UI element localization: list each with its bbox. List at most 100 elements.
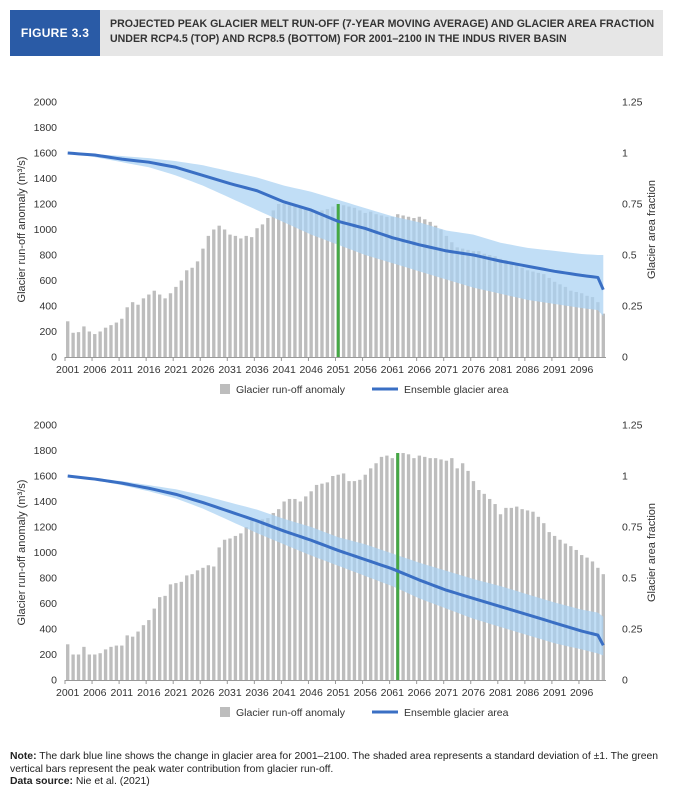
rcp85-bar xyxy=(304,496,308,680)
rcp45-bar xyxy=(201,248,205,358)
rcp45-bar xyxy=(493,256,497,357)
rcp85-bar xyxy=(217,547,221,680)
rcp45-ytick-label: 1800 xyxy=(34,122,58,134)
rcp45-bar xyxy=(439,229,443,357)
rcp85-ytick-label: 800 xyxy=(39,573,57,585)
rcp45-bar xyxy=(515,265,519,357)
rcp85-bar xyxy=(147,620,151,680)
rcp45-bar xyxy=(277,204,281,357)
rcp85-bar xyxy=(249,520,254,681)
rcp85-bar xyxy=(341,473,346,680)
rcp85-bar xyxy=(444,460,449,680)
rcp45-bar xyxy=(158,294,162,357)
rcp45-bar xyxy=(287,205,292,357)
rcp45-bar xyxy=(520,267,524,357)
rcp85-bar xyxy=(352,481,357,680)
rcp45-bar xyxy=(488,255,492,357)
rcp45-xtick-label: 2026 xyxy=(191,364,215,376)
rcp45-std-band xyxy=(67,153,604,317)
rcp45-bar xyxy=(450,242,454,357)
rcp45-bar xyxy=(120,318,124,357)
rcp45-bar xyxy=(130,302,135,357)
rcp45-xtick-label: 2066 xyxy=(408,364,432,376)
rcp45-bar xyxy=(536,272,541,357)
rcp85-bar xyxy=(152,608,156,680)
rcp45-y2tick-label: 1 xyxy=(622,148,628,160)
rcp45-xtick-label: 2041 xyxy=(272,364,296,376)
rcp45-bar xyxy=(379,215,384,357)
rcp45-bar xyxy=(574,291,578,357)
rcp45-bar xyxy=(76,332,81,357)
rcp85-bar xyxy=(336,474,340,680)
rcp85-ytick-label: 200 xyxy=(39,649,57,661)
figure-label: FIGURE 3.3 xyxy=(10,10,100,56)
rcp45-bar xyxy=(601,313,605,357)
rcp85-y2tick-label: 0.25 xyxy=(622,624,643,636)
rcp85-ytick-label: 1400 xyxy=(34,496,58,508)
rcp85-bar xyxy=(244,527,248,680)
rcp85-bar xyxy=(190,574,194,680)
rcp85-bar xyxy=(71,654,75,680)
rcp45-bar xyxy=(217,225,221,357)
rcp85-bar xyxy=(136,631,140,680)
rcp85-xtick-label: 2086 xyxy=(516,687,540,699)
rcp85-bar xyxy=(271,512,275,680)
rcp85-bar xyxy=(309,491,313,680)
rcp85-ylabel: Glacier run-off anomaly (m³/s) xyxy=(16,480,28,626)
rcp85-bar xyxy=(233,535,238,680)
rcp45-legend-bar-label: Glacier run-off anomaly xyxy=(236,384,346,396)
rcp45-bar xyxy=(455,247,459,357)
source-label: Data source: xyxy=(10,776,73,787)
rcp85-bar xyxy=(266,518,270,680)
rcp45-bar xyxy=(125,307,129,357)
rcp45-ytick-label: 0 xyxy=(51,352,57,364)
rcp45-xtick-label: 2096 xyxy=(570,364,594,376)
rcp45-legend-bar-swatch xyxy=(220,384,230,394)
rcp85-xtick-label: 2016 xyxy=(137,687,161,699)
rcp85-xtick-label: 2051 xyxy=(327,687,351,699)
rcp45-bar xyxy=(298,207,303,357)
rcp45-bar xyxy=(542,274,546,358)
rcp45-bar xyxy=(341,205,346,357)
rcp45-xtick-label: 2001 xyxy=(56,364,80,376)
rcp45-bar xyxy=(206,235,211,358)
rcp85-bar xyxy=(222,539,227,680)
rcp85-xtick-label: 2021 xyxy=(164,687,188,699)
rcp85-ytick-label: 600 xyxy=(39,598,57,610)
rcp45-bar xyxy=(212,229,216,357)
rcp45-bar xyxy=(271,210,275,358)
rcp45-bar xyxy=(109,325,113,358)
rcp45-bar xyxy=(390,216,394,357)
rcp45-bar xyxy=(433,225,438,357)
rcp45-bar xyxy=(244,235,248,358)
rcp85-bar xyxy=(206,565,211,680)
rcp45-bar xyxy=(396,214,400,357)
rcp45-bar xyxy=(174,286,178,358)
rcp85-y2tick-label: 0.5 xyxy=(622,573,637,585)
rcp45-bar xyxy=(558,284,562,357)
rcp85-ytick-label: 0 xyxy=(51,675,57,687)
rcp45-bar xyxy=(179,280,183,357)
rcp45-bar xyxy=(260,224,265,357)
rcp45-bar xyxy=(385,216,389,357)
rcp85-bar xyxy=(114,645,119,680)
rcp45-ytick-label: 2000 xyxy=(34,97,58,109)
rcp45-bar xyxy=(466,249,470,357)
rcp45-bar xyxy=(168,293,173,357)
rcp85-bar xyxy=(450,458,454,680)
rcp85-bar xyxy=(93,654,97,680)
rcp85-y2tick-label: 0 xyxy=(622,675,628,687)
rcp45-bar xyxy=(66,321,70,357)
rcp85-legend-line-label: Ensemble glacier area xyxy=(404,707,509,719)
rcp45-bar xyxy=(368,211,373,357)
rcp45-ytick-label: 1000 xyxy=(34,224,58,236)
rcp85-bar xyxy=(239,533,243,681)
rcp85-bar xyxy=(331,476,335,680)
rcp85-xtick-label: 2081 xyxy=(489,687,513,699)
rcp45-ytick-label: 1400 xyxy=(34,173,58,185)
rcp85-bar xyxy=(287,498,292,680)
rcp45-xtick-label: 2056 xyxy=(354,364,378,376)
rcp45-xtick-label: 2016 xyxy=(137,364,161,376)
rcp45-bar xyxy=(255,228,259,357)
note-text: The dark blue line shows the change in g… xyxy=(10,751,659,775)
